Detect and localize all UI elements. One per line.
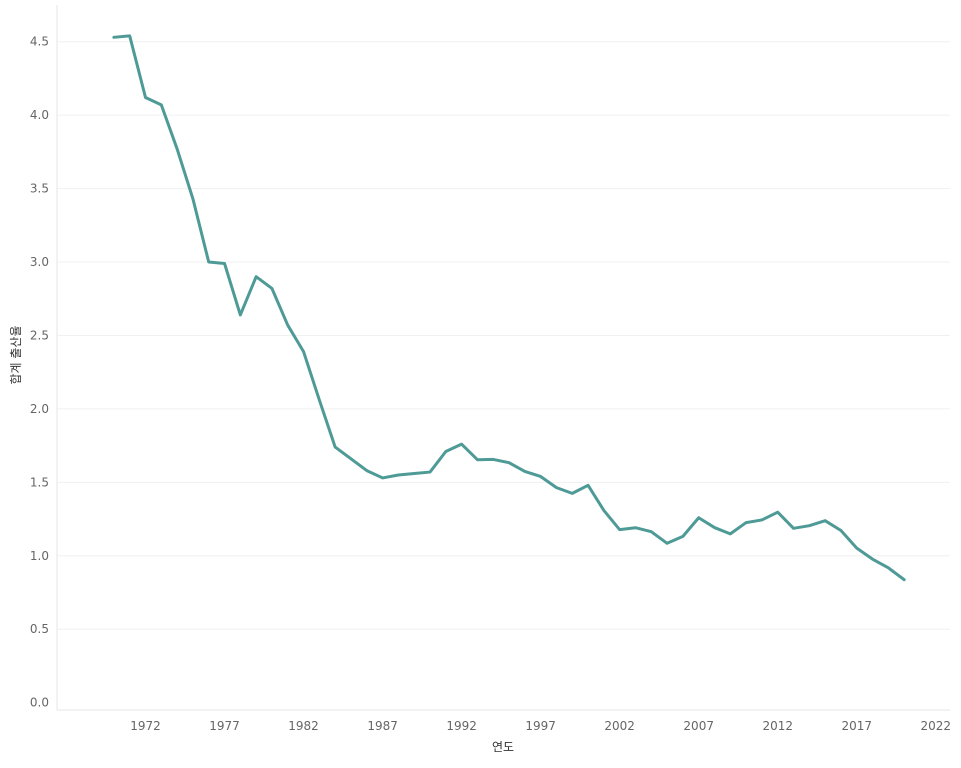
data-point[interactable] <box>380 475 386 481</box>
data-point[interactable] <box>490 456 496 462</box>
y-axis: 0.0 0.5 1.0 1.5 2.0 2.5 3.0 3.5 4.0 4.5 <box>30 35 49 710</box>
data-point[interactable] <box>585 482 591 488</box>
y-tick-label: 1.0 <box>30 549 49 563</box>
data-point[interactable] <box>474 457 480 463</box>
data-point[interactable] <box>411 471 417 477</box>
data-point[interactable] <box>538 473 544 479</box>
data-point[interactable] <box>648 529 654 535</box>
data-point[interactable] <box>395 472 401 478</box>
data-point[interactable] <box>316 397 322 403</box>
data-point[interactable] <box>427 469 433 475</box>
data-point[interactable] <box>854 545 860 551</box>
data-point[interactable] <box>553 485 559 491</box>
data-point[interactable] <box>158 102 164 108</box>
data-point[interactable] <box>901 577 907 583</box>
x-tick-label: 1987 <box>367 719 398 733</box>
x-tick-label: 2007 <box>683 719 714 733</box>
data-point[interactable] <box>348 456 354 462</box>
data-point[interactable] <box>190 196 196 202</box>
data-point[interactable] <box>601 507 607 513</box>
y-tick-label: 3.0 <box>30 255 49 269</box>
data-point[interactable] <box>680 533 686 539</box>
data-point[interactable] <box>443 449 449 455</box>
data-point[interactable] <box>206 259 212 265</box>
x-tick-label: 1992 <box>446 719 477 733</box>
x-tick-label: 2002 <box>604 719 635 733</box>
data-point[interactable] <box>522 468 528 474</box>
x-tick-label: 1972 <box>130 719 161 733</box>
data-point[interactable] <box>127 33 133 39</box>
series-line <box>112 34 906 582</box>
x-tick-label: 1982 <box>288 719 319 733</box>
data-point[interactable] <box>806 523 812 529</box>
data-point[interactable] <box>727 531 733 537</box>
data-point[interactable] <box>870 556 876 562</box>
y-tick-label: 0.5 <box>30 622 49 636</box>
gridlines <box>56 5 950 711</box>
data-point[interactable] <box>664 540 670 546</box>
y-tick-label: 2.5 <box>30 328 49 342</box>
data-point[interactable] <box>791 525 797 531</box>
data-point[interactable] <box>459 441 465 447</box>
data-point[interactable] <box>569 490 575 496</box>
data-point[interactable] <box>237 312 243 318</box>
data-point[interactable] <box>506 460 512 466</box>
data-point[interactable] <box>712 525 718 531</box>
series-group <box>111 33 907 583</box>
x-tick-label: 1977 <box>209 719 240 733</box>
x-tick-label: 2012 <box>762 719 793 733</box>
data-point[interactable] <box>364 468 370 474</box>
data-point[interactable] <box>822 518 828 524</box>
data-point[interactable] <box>332 444 338 450</box>
data-point[interactable] <box>759 517 765 523</box>
data-point[interactable] <box>775 509 781 515</box>
x-axis: 1972 1977 1982 1987 1992 1997 2002 2007 2012 2017… <box>130 719 951 733</box>
data-point[interactable] <box>253 274 259 280</box>
data-point[interactable] <box>222 261 228 267</box>
data-point[interactable] <box>696 515 702 521</box>
x-tick-label: 2022 <box>921 719 952 733</box>
data-point[interactable] <box>301 349 307 355</box>
x-tick-label: 1997 <box>525 719 556 733</box>
data-point[interactable] <box>632 525 638 531</box>
data-point[interactable] <box>838 528 844 534</box>
data-point[interactable] <box>111 34 117 40</box>
y-tick-label: 0.0 <box>30 696 49 710</box>
data-point[interactable] <box>617 527 623 533</box>
x-axis-title: 연도 <box>492 740 514 754</box>
y-tick-label: 2.0 <box>30 402 49 416</box>
data-point[interactable] <box>174 146 180 152</box>
x-tick-label: 2017 <box>841 719 872 733</box>
y-tick-label: 3.5 <box>30 182 49 196</box>
data-point[interactable] <box>885 565 891 571</box>
y-tick-label: 4.5 <box>30 35 49 49</box>
data-point[interactable] <box>143 95 149 101</box>
data-point[interactable] <box>269 285 275 291</box>
data-point[interactable] <box>743 520 749 526</box>
y-tick-label: 1.5 <box>30 475 49 489</box>
data-point[interactable] <box>285 322 291 328</box>
y-tick-label: 4.0 <box>30 108 49 122</box>
y-axis-title: 합계 출산율 <box>9 325 23 384</box>
